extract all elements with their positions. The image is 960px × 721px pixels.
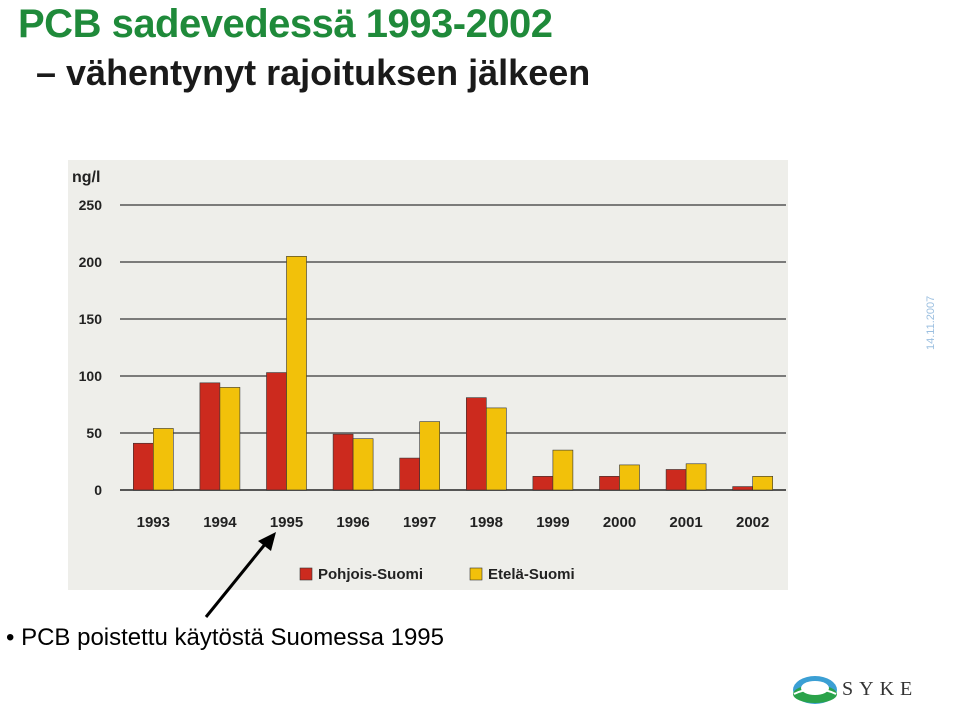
x-tick-label: 1995: [270, 514, 303, 531]
x-tick-label: 1996: [336, 514, 369, 531]
y-tick-label: 150: [79, 311, 103, 327]
bar-etela-suomi-1997: [419, 421, 441, 491]
bar-pohjois-suomi-1997: [399, 457, 421, 491]
y-tick-label: 50: [86, 425, 102, 441]
bar-pohjois-suomi-1993: [133, 442, 154, 491]
chart-legend: Pohjois-Suomi Etelä-Suomi: [299, 566, 575, 583]
bar-pohjois-suomi-1999: [532, 476, 554, 491]
logo-text: SYKE: [842, 678, 919, 700]
x-tick-label: 2000: [603, 514, 636, 531]
x-tick-label: 2001: [669, 514, 702, 531]
bar-pohjois-suomi-2000: [599, 476, 620, 491]
slide-title: PCB sadevedessä 1993-2002: [18, 2, 553, 46]
logo-mark-icon: [793, 676, 837, 704]
legend-swatch: [469, 567, 483, 581]
bar-etela-suomi-2001: [685, 463, 707, 491]
y-tick-label: 0: [94, 482, 102, 498]
bar-etela-suomi-1998: [485, 407, 507, 491]
legend-label: Etelä-Suomi: [488, 566, 575, 583]
date-stamp: 14.11.2007: [925, 295, 937, 350]
bar-etela-suomi-1996: [352, 438, 374, 491]
y-tick-label: 100: [79, 368, 103, 384]
x-tick-label: 1998: [470, 514, 503, 531]
bar-pohjois-suomi-1998: [465, 397, 487, 491]
bar-pohjois-suomi-2001: [665, 469, 687, 491]
x-tick-label: 1994: [203, 514, 237, 531]
y-tick-label: 250: [79, 197, 103, 213]
legend-swatch: [299, 567, 313, 581]
bullet-point: • PCB poistettu käytöstä Suomessa 1995: [6, 624, 444, 652]
bar-etela-suomi-2000: [619, 464, 640, 491]
bar-pohjois-suomi-1995: [266, 372, 287, 491]
legend-label: Pohjois-Suomi: [318, 566, 423, 583]
bar-etela-suomi-1999: [552, 449, 574, 491]
chart-container: ng/l 0 50 100 150 200 250 1993 1994 1995 1996 1997 1…: [68, 160, 788, 590]
y-tick-label: 200: [79, 254, 103, 270]
bar-etela-suomi-1993: [153, 428, 174, 491]
x-tick-label: 1993: [137, 514, 170, 531]
bar-pohjois-suomi-2002: [732, 486, 754, 491]
bar-etela-suomi-1995: [286, 256, 307, 491]
y-axis-unit-label: ng/l: [72, 169, 100, 186]
bar-etela-suomi-1994: [219, 387, 241, 491]
bullet-marker: •: [6, 624, 15, 651]
x-tick-label: 1997: [403, 514, 436, 531]
bar-pohjois-suomi-1996: [332, 433, 354, 491]
x-tick-label: 2002: [736, 514, 769, 531]
chart-background: [68, 160, 788, 590]
x-tick-label: 1999: [536, 514, 569, 531]
slide-subtitle: – vähentynyt rajoituksen jälkeen: [36, 52, 591, 93]
bar-pohjois-suomi-1994: [199, 382, 221, 491]
syke-logo: SYKE: [790, 664, 950, 714]
bar-etela-suomi-2002: [752, 476, 774, 491]
bar-chart: ng/l 0 50 100 150 200 250 1993 1994 1995 1996 1997 1…: [68, 160, 788, 590]
bullet-text: PCB poistettu käytöstä Suomessa 1995: [21, 624, 444, 651]
